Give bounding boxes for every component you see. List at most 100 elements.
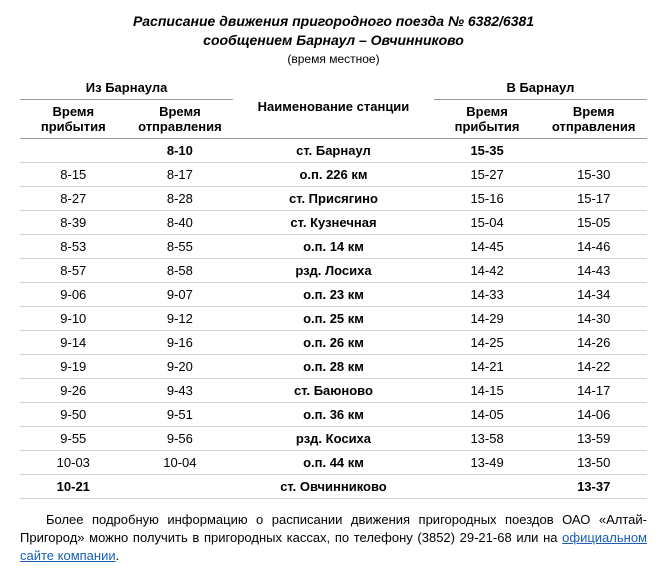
cell-from-departure: 8-10	[127, 138, 234, 162]
cell-to-departure: 13-59	[540, 426, 647, 450]
cell-from-departure: 9-51	[127, 402, 234, 426]
title-line-2: сообщением Барнаул – Овчинниково	[203, 32, 464, 48]
footer-note: Более подробную информацию о расписании …	[20, 511, 647, 566]
cell-to-arrival: 14-25	[434, 330, 541, 354]
table-row: 9-069-07о.п. 23 км14-3314-34	[20, 282, 647, 306]
cell-to-arrival: 15-04	[434, 210, 541, 234]
cell-from-departure: 9-43	[127, 378, 234, 402]
cell-to-arrival: 14-45	[434, 234, 541, 258]
footer-text-after: .	[116, 548, 120, 563]
cell-station: ст. Кузнечная	[233, 210, 434, 234]
header-from-arrival: Время прибытия	[20, 99, 127, 138]
cell-to-departure: 15-17	[540, 186, 647, 210]
cell-from-arrival: 9-10	[20, 306, 127, 330]
cell-to-departure: 14-43	[540, 258, 647, 282]
cell-from-arrival: 8-15	[20, 162, 127, 186]
cell-to-arrival: 14-05	[434, 402, 541, 426]
cell-to-arrival: 14-33	[434, 282, 541, 306]
cell-to-arrival: 14-29	[434, 306, 541, 330]
cell-from-departure: 8-17	[127, 162, 234, 186]
cell-to-departure: 14-22	[540, 354, 647, 378]
cell-from-arrival: 10-21	[20, 474, 127, 498]
cell-from-arrival: 9-19	[20, 354, 127, 378]
cell-from-departure: 9-56	[127, 426, 234, 450]
table-row: 8-158-17о.п. 226 км15-2715-30	[20, 162, 647, 186]
cell-from-departure: 9-16	[127, 330, 234, 354]
cell-to-arrival	[434, 474, 541, 498]
cell-station: о.п. 26 км	[233, 330, 434, 354]
cell-from-arrival: 9-06	[20, 282, 127, 306]
header-station: Наименование станции	[233, 76, 434, 139]
cell-station: ст. Присягино	[233, 186, 434, 210]
header-direction-from: Из Барнаула	[20, 76, 233, 100]
schedule-table: Из Барнаула Наименование станции В Барна…	[20, 76, 647, 499]
table-row: 9-269-43ст. Баюново14-1514-17	[20, 378, 647, 402]
cell-from-departure: 10-04	[127, 450, 234, 474]
cell-from-arrival: 10-03	[20, 450, 127, 474]
cell-from-arrival: 8-39	[20, 210, 127, 234]
cell-from-departure: 9-07	[127, 282, 234, 306]
cell-to-departure: 14-17	[540, 378, 647, 402]
cell-to-departure: 14-30	[540, 306, 647, 330]
cell-to-arrival: 13-49	[434, 450, 541, 474]
cell-to-departure: 15-30	[540, 162, 647, 186]
cell-from-arrival: 8-57	[20, 258, 127, 282]
cell-station: о.п. 28 км	[233, 354, 434, 378]
cell-to-arrival: 15-27	[434, 162, 541, 186]
cell-to-departure: 14-06	[540, 402, 647, 426]
title-line-1: Расписание движения пригородного поезда …	[133, 13, 534, 29]
table-row: 9-149-16о.п. 26 км14-2514-26	[20, 330, 647, 354]
cell-from-departure: 8-40	[127, 210, 234, 234]
cell-to-departure: 14-26	[540, 330, 647, 354]
schedule-title: Расписание движения пригородного поезда …	[20, 12, 647, 50]
cell-to-departure: 13-37	[540, 474, 647, 498]
table-row: 8-538-55о.п. 14 км14-4514-46	[20, 234, 647, 258]
table-row: 9-199-20о.п. 28 км14-2114-22	[20, 354, 647, 378]
cell-station: о.п. 44 км	[233, 450, 434, 474]
cell-to-departure: 15-05	[540, 210, 647, 234]
cell-from-departure: 8-28	[127, 186, 234, 210]
cell-station: рзд. Лосиха	[233, 258, 434, 282]
cell-station: о.п. 25 км	[233, 306, 434, 330]
header-to-departure: Время отправления	[540, 99, 647, 138]
table-row: 9-109-12о.п. 25 км14-2914-30	[20, 306, 647, 330]
cell-station: ст. Барнаул	[233, 138, 434, 162]
cell-to-arrival: 15-35	[434, 138, 541, 162]
table-row: 10-21 ст. Овчинниково 13-37	[20, 474, 647, 498]
cell-station: ст. Овчинниково	[233, 474, 434, 498]
header-direction-to: В Барнаул	[434, 76, 647, 100]
cell-from-arrival: 8-53	[20, 234, 127, 258]
table-row: 9-559-56рзд. Косиха13-5813-59	[20, 426, 647, 450]
footer-text-before: Более подробную информацию о расписании …	[20, 512, 647, 545]
cell-station: о.п. 23 км	[233, 282, 434, 306]
table-row: 8-278-28ст. Присягино15-1615-17	[20, 186, 647, 210]
header-to-arrival: Время прибытия	[434, 99, 541, 138]
cell-to-departure	[540, 138, 647, 162]
table-row: 8-10ст. Барнаул15-35	[20, 138, 647, 162]
table-row: 8-398-40ст. Кузнечная15-0415-05	[20, 210, 647, 234]
cell-to-arrival: 15-16	[434, 186, 541, 210]
cell-station: рзд. Косиха	[233, 426, 434, 450]
table-row: 8-578-58рзд. Лосиха14-4214-43	[20, 258, 647, 282]
cell-from-arrival: 9-26	[20, 378, 127, 402]
cell-from-departure: 8-58	[127, 258, 234, 282]
cell-from-departure: 8-55	[127, 234, 234, 258]
cell-to-departure: 13-50	[540, 450, 647, 474]
table-row: 10-0310-04о.п. 44 км13-4913-50	[20, 450, 647, 474]
cell-to-departure: 14-46	[540, 234, 647, 258]
cell-from-departure	[127, 474, 234, 498]
cell-station: о.п. 14 км	[233, 234, 434, 258]
cell-from-arrival: 9-50	[20, 402, 127, 426]
cell-station: ст. Баюново	[233, 378, 434, 402]
cell-to-arrival: 13-58	[434, 426, 541, 450]
cell-from-arrival: 9-14	[20, 330, 127, 354]
cell-to-departure: 14-34	[540, 282, 647, 306]
table-row: 9-509-51о.п. 36 км14-0514-06	[20, 402, 647, 426]
cell-from-departure: 9-12	[127, 306, 234, 330]
schedule-tbody: 8-10ст. Барнаул15-358-158-17о.п. 226 км1…	[20, 138, 647, 498]
cell-to-arrival: 14-15	[434, 378, 541, 402]
schedule-subtitle: (время местное)	[20, 52, 647, 66]
cell-station: о.п. 36 км	[233, 402, 434, 426]
cell-to-arrival: 14-42	[434, 258, 541, 282]
cell-from-departure: 9-20	[127, 354, 234, 378]
